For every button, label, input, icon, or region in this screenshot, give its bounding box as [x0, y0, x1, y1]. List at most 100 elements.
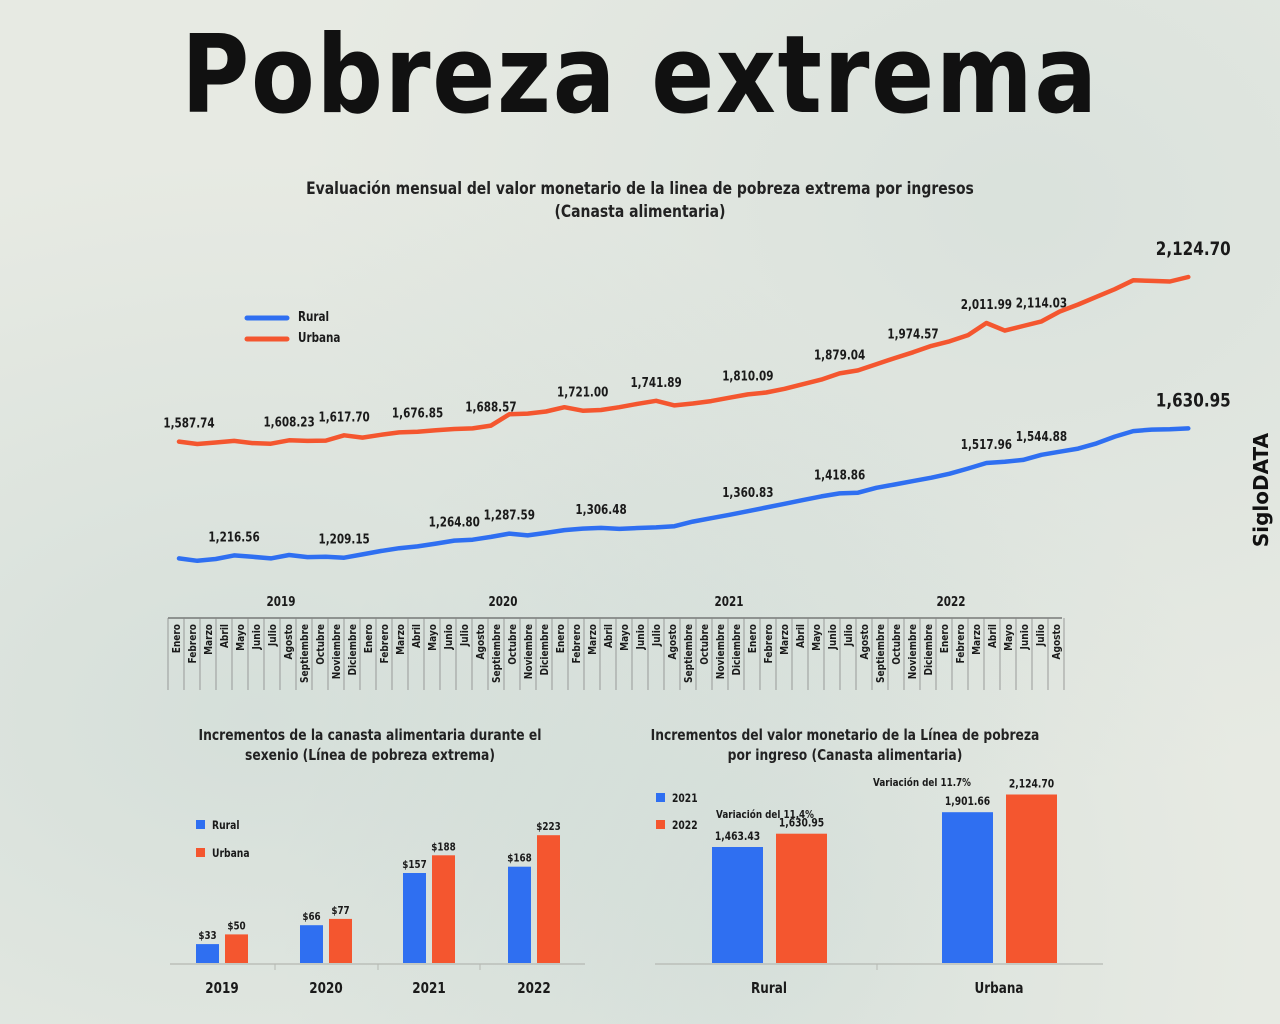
monetary-legend-2021-label: 2021 [672, 792, 698, 805]
month-tick-label: Marzo [587, 624, 599, 655]
data-point-urbana [893, 357, 896, 359]
data-point-rural [783, 503, 786, 505]
year-label: 2022 [937, 594, 966, 609]
month-tick-label: Agosto [859, 624, 871, 660]
data-label-rural: 1,360.83 [722, 485, 773, 500]
increments-bar-urbana [329, 918, 352, 963]
data-point-urbana [1040, 320, 1043, 323]
data-point-urbana [270, 442, 272, 445]
month-tick-label: Septiembre [299, 624, 311, 683]
variation-annotation-urbana: Variación del 11.7% [873, 776, 971, 789]
series-line-rural [176, 426, 1191, 564]
month-tick-label: Octubre [699, 624, 711, 665]
data-point-urbana [1095, 296, 1098, 298]
increments-chart-title: Incrementos de la canasta alimentaria du… [173, 725, 567, 765]
data-label-urbana: 2,114.03 [1016, 295, 1067, 310]
data-point-urbana [1077, 303, 1079, 306]
data-point-urbana [306, 440, 309, 442]
increments-bar-label: $33 [198, 930, 216, 942]
data-point-rural [306, 556, 309, 558]
data-point-rural [545, 532, 547, 534]
legend-urbana-label: Urbana [298, 330, 340, 345]
data-point-rural [1077, 447, 1079, 450]
month-tick-label: Agosto [283, 624, 295, 660]
increments-bar-urbana [225, 934, 248, 963]
month-tick-label: Febrero [379, 624, 391, 664]
data-point-rural [893, 483, 896, 486]
data-point-rural [361, 553, 364, 556]
month-tick-label: Julio [1035, 624, 1047, 647]
month-tick-label: Noviembre [523, 624, 535, 679]
data-point-rural [270, 557, 272, 560]
increments-bar-label: $188 [431, 841, 456, 853]
line-chart-title-line2: (Canasta alimentaria) [554, 202, 726, 222]
data-label-rural: 1,209.15 [319, 532, 370, 547]
data-point-urbana [196, 443, 199, 445]
data-point-urbana [673, 404, 676, 407]
data-label-rural: 1,264.80 [429, 514, 480, 529]
data-point-urbana [471, 427, 474, 430]
data-point-urbana [857, 369, 859, 372]
month-tick-label: Abril [603, 624, 615, 648]
data-label-urbana: 1,587.74 [163, 415, 214, 430]
data-point-urbana [1132, 279, 1134, 282]
increments-legend-rural-label: Rural [212, 819, 240, 832]
month-tick-label: Mayo [619, 624, 631, 651]
increments-category-label: 2022 [517, 980, 550, 998]
line-chart-title: Evaluación mensual del valor monetario d… [230, 178, 1050, 224]
data-point-rural [325, 556, 327, 558]
data-point-rural [214, 558, 217, 560]
year-label: 2021 [715, 594, 744, 609]
data-point-rural [1150, 428, 1153, 431]
data-point-urbana [948, 340, 951, 343]
month-tick-label: Mayo [1003, 624, 1015, 651]
data-point-rural [967, 467, 969, 470]
month-tick-label: Junio [251, 624, 263, 650]
increments-bar-urbana [537, 835, 560, 963]
data-point-rural [526, 534, 529, 537]
month-tick-label: Diciembre [347, 624, 359, 676]
month-tick-label: Junio [443, 624, 455, 650]
data-point-urbana [765, 391, 767, 394]
month-tick-label: Marzo [971, 624, 983, 655]
month-tick-label: Abril [219, 624, 231, 648]
data-point-rural [765, 506, 767, 509]
month-tick-label: Julio [459, 624, 471, 647]
month-tick-label: Abril [987, 624, 999, 648]
page-title: Pobreza extrema [181, 13, 1099, 138]
data-point-urbana [233, 440, 235, 442]
data-label-rural: 1,517.96 [961, 437, 1012, 452]
increments-legend-urbana-swatch [196, 848, 205, 857]
month-tick-label: Febrero [955, 624, 967, 664]
data-point-rural [398, 547, 401, 549]
data-point-urbana [637, 403, 639, 405]
increments-category-label: 2019 [205, 980, 238, 998]
data-label-rural: 1,287.59 [484, 507, 535, 522]
data-point-rural [233, 554, 235, 557]
data-label-urbana: 1,810.09 [722, 368, 773, 383]
data-label-rural: 1,544.88 [1016, 429, 1067, 444]
data-point-urbana [563, 406, 566, 409]
month-tick-label: Noviembre [715, 624, 727, 679]
data-point-rural [1022, 459, 1024, 461]
monetary-bar-2022 [776, 833, 827, 963]
data-label-urbana: 1,688.57 [465, 399, 516, 414]
monetary-bar-2021 [712, 847, 763, 963]
monetary-bar-label: 1,901.66 [945, 795, 990, 808]
increments-bar-label: $168 [507, 853, 532, 865]
month-tick-label: Febrero [763, 624, 775, 664]
data-point-urbana [453, 428, 456, 430]
data-point-rural [710, 517, 712, 519]
data-point-urbana [380, 434, 382, 436]
increments-bar-label: $50 [227, 921, 245, 933]
data-point-urbana [618, 406, 621, 409]
data-point-rural [875, 487, 878, 489]
data-point-urbana [178, 440, 180, 443]
variation-annotation-rural: Variación del 11.4% [716, 808, 814, 821]
data-point-rural [178, 557, 180, 560]
data-point-rural [673, 525, 676, 527]
data-point-urbana [581, 409, 584, 412]
data-label-urbana: 1,721.00 [557, 385, 608, 400]
month-tick-label: Enero [363, 624, 375, 653]
data-point-rural [857, 491, 859, 494]
